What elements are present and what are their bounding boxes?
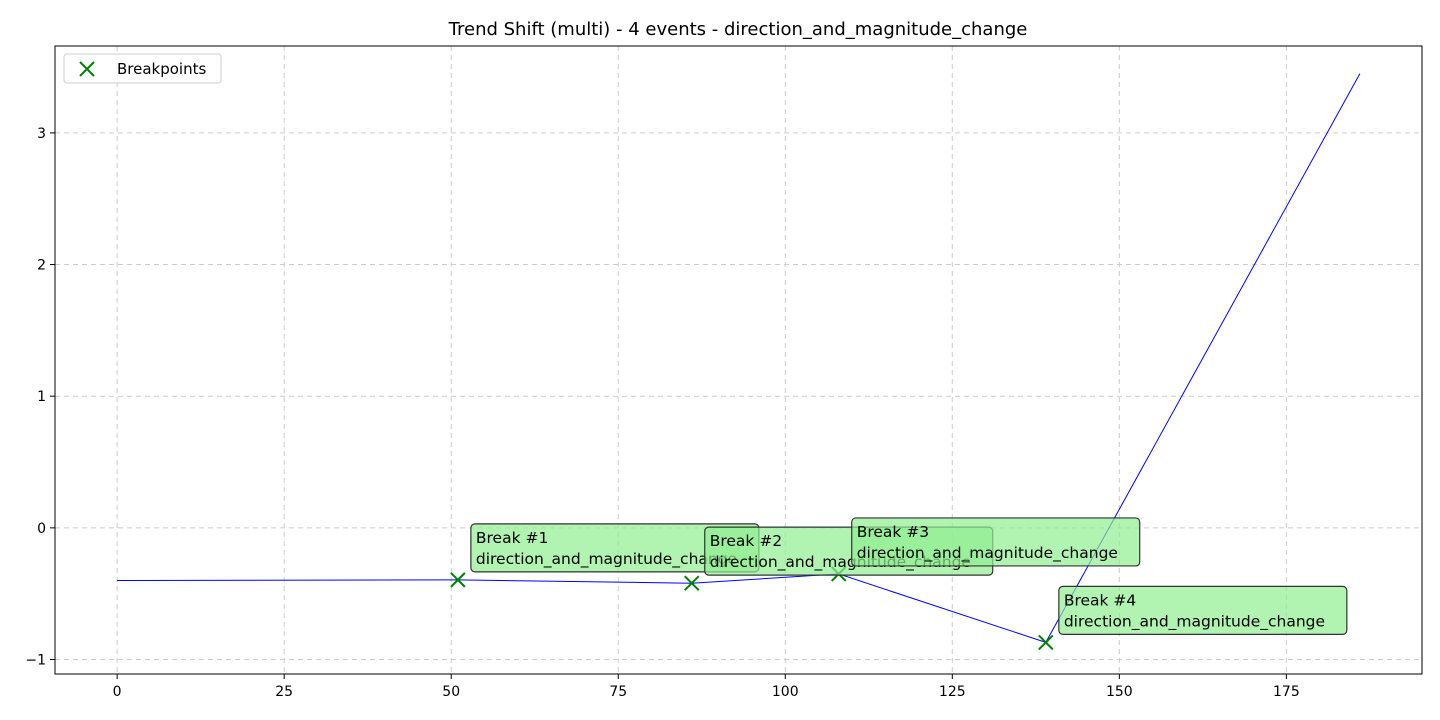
annotation-background: [851, 517, 1141, 567]
y-tick-label: 0: [37, 521, 46, 537]
annotation-box: Break #1 direction_and_magnitude_change: [470, 523, 760, 573]
y-tick-label: −1: [25, 653, 46, 669]
annotation-detail: direction_and_magnitude_change: [857, 544, 1118, 563]
y-tick-label: 3: [37, 126, 46, 142]
x-tick-label: 50: [442, 684, 460, 700]
breakpoint-marker: [684, 575, 700, 591]
legend-box: [63, 53, 222, 84]
annotation-title: Break #2: [710, 532, 782, 550]
legend-marker: [79, 61, 95, 77]
x-tick-label: 150: [1106, 684, 1133, 700]
annotation-background: [1058, 585, 1348, 636]
y-tick-label: 1: [37, 389, 46, 405]
annotation-detail: direction_and_magnitude_change: [1064, 612, 1325, 631]
chart-title: Trend Shift (multi) - 4 events - directi…: [448, 19, 1028, 40]
annotation-detail: direction_and_magnitude_change: [476, 550, 737, 569]
y-tick-label: 2: [37, 258, 46, 274]
breakpoint-marker: [1038, 634, 1054, 651]
legend-label: Breakpoints: [117, 60, 206, 78]
cross-stroke: [79, 61, 95, 77]
cross-stroke: [450, 572, 466, 588]
x-tick-label: 175: [1273, 684, 1300, 700]
plot-frame: [54, 45, 1423, 675]
annotation-box: Break #3 direction_and_magnitude_change: [851, 517, 1141, 567]
breakpoint-marker: [450, 572, 466, 588]
x-tick-label: 100: [772, 684, 799, 700]
x-tick-label: 25: [275, 684, 293, 700]
annotation-title: Break #3: [857, 523, 929, 541]
legend-marker-icon: [79, 61, 95, 77]
x-tick-label: 0: [113, 684, 122, 700]
cross-stroke: [1038, 634, 1054, 651]
axis-ticks: 0 25 50 75 100 125 150 175 −1 0 1 2 3: [25, 126, 1299, 700]
annotation-title: Break #1: [476, 529, 548, 547]
legend: Breakpoints: [63, 53, 222, 84]
cross-stroke: [684, 575, 700, 591]
x-tick-label: 125: [939, 684, 966, 700]
x-tick-label: 75: [609, 684, 627, 700]
annotation-box: Break #4 direction_and_magnitude_change: [1058, 585, 1348, 636]
annotation-title: Break #4: [1064, 591, 1136, 609]
annotation-layer: Break #1direction_and_magnitude_changeBr…: [470, 517, 1348, 636]
